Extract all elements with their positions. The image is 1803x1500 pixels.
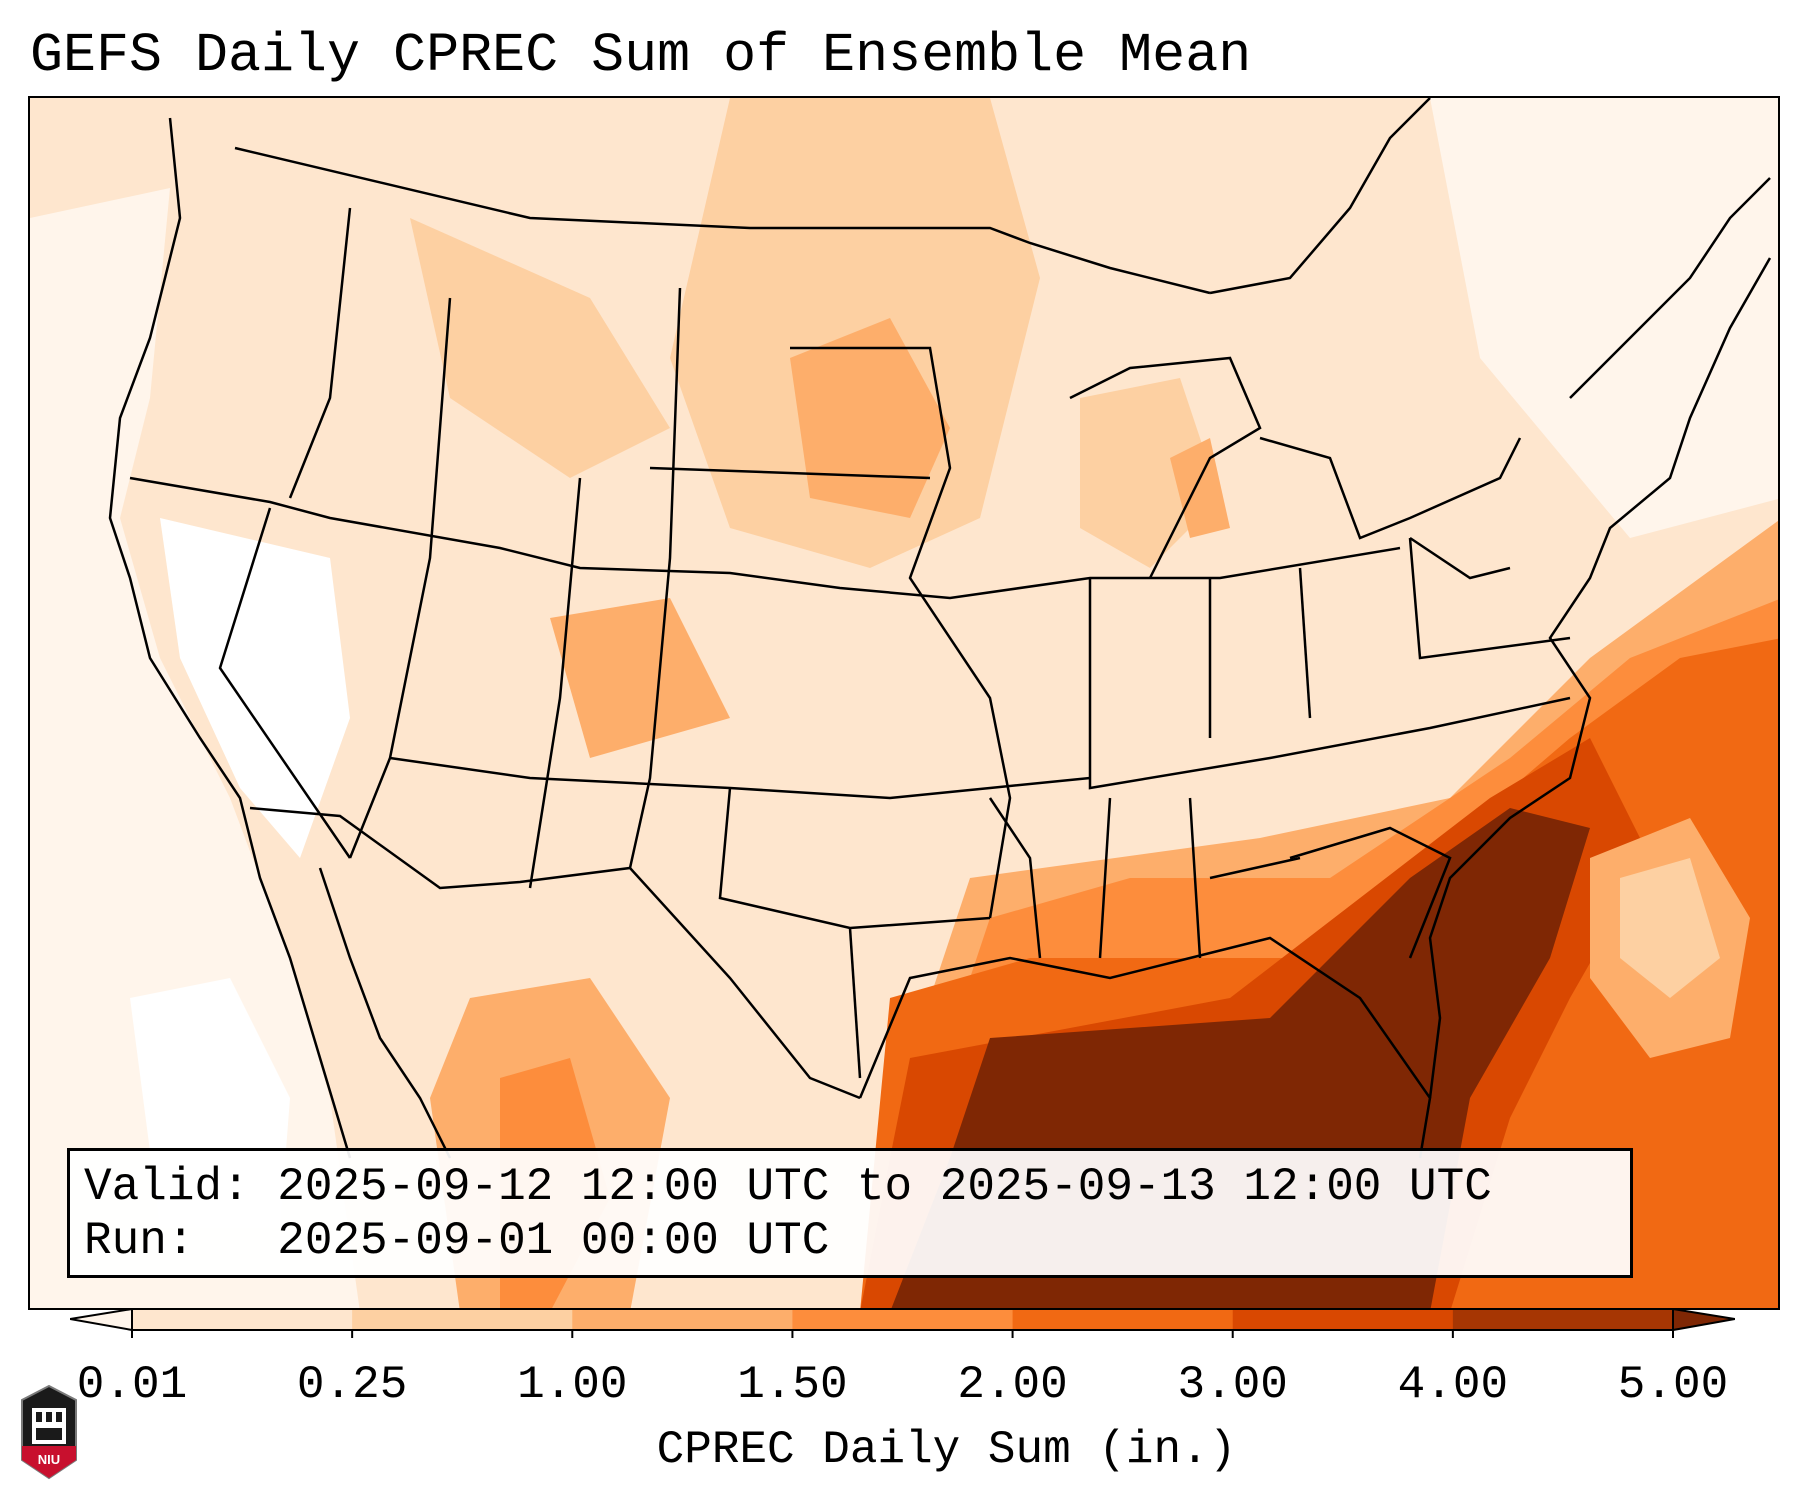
colorbar-segment	[792, 1309, 1014, 1330]
colorbar-segment	[352, 1309, 573, 1330]
map-canvas	[30, 98, 1778, 1308]
valid-time-text: Valid: 2025-09-12 12:00 UTC to 2025-09-1…	[84, 1161, 1492, 1213]
info-box: Valid: 2025-09-12 12:00 UTC to 2025-09-1…	[67, 1148, 1633, 1278]
colorbar-tick-label: 0.01	[76, 1359, 188, 1411]
colorbar-tick-label: 0.25	[296, 1359, 408, 1411]
map-title: GEFS Daily CPREC Sum of Ensemble Mean	[30, 24, 1252, 87]
colorbar-segment	[1232, 1309, 1454, 1330]
colorbar-tick-label: 2.00	[957, 1359, 1068, 1411]
colorbar-svg	[69, 1307, 1736, 1338]
colorbar	[69, 1307, 1736, 1338]
colorbar-label: CPREC Daily Sum (in.)	[656, 1424, 1237, 1476]
precip-field	[30, 98, 1778, 1308]
colorbar-tick-label: 5.00	[1617, 1359, 1729, 1411]
colorbar-outline	[131, 1308, 1674, 1331]
colorbar-segment	[1012, 1309, 1234, 1330]
colorbar-tick-label: 1.00	[517, 1359, 628, 1411]
run-time-text: Run: 2025-09-01 00:00 UTC	[84, 1215, 830, 1267]
map-boundaries	[108, 98, 1772, 1159]
colorbar-extend-low	[69, 1307, 133, 1332]
colorbar-tick-label: 3.00	[1177, 1359, 1288, 1411]
colorbar-segment	[572, 1309, 793, 1330]
niu-logo: NIU	[21, 1384, 77, 1480]
precipitation-map	[28, 96, 1780, 1310]
colorbar-segment	[132, 1309, 353, 1330]
colorbar-extend-high	[1672, 1307, 1736, 1332]
logo-text: NIU	[38, 1452, 60, 1467]
colorbar-tick-label: 1.50	[737, 1359, 848, 1411]
colorbar-tick-label: 4.00	[1397, 1359, 1509, 1411]
colorbar-segment	[1452, 1309, 1674, 1330]
